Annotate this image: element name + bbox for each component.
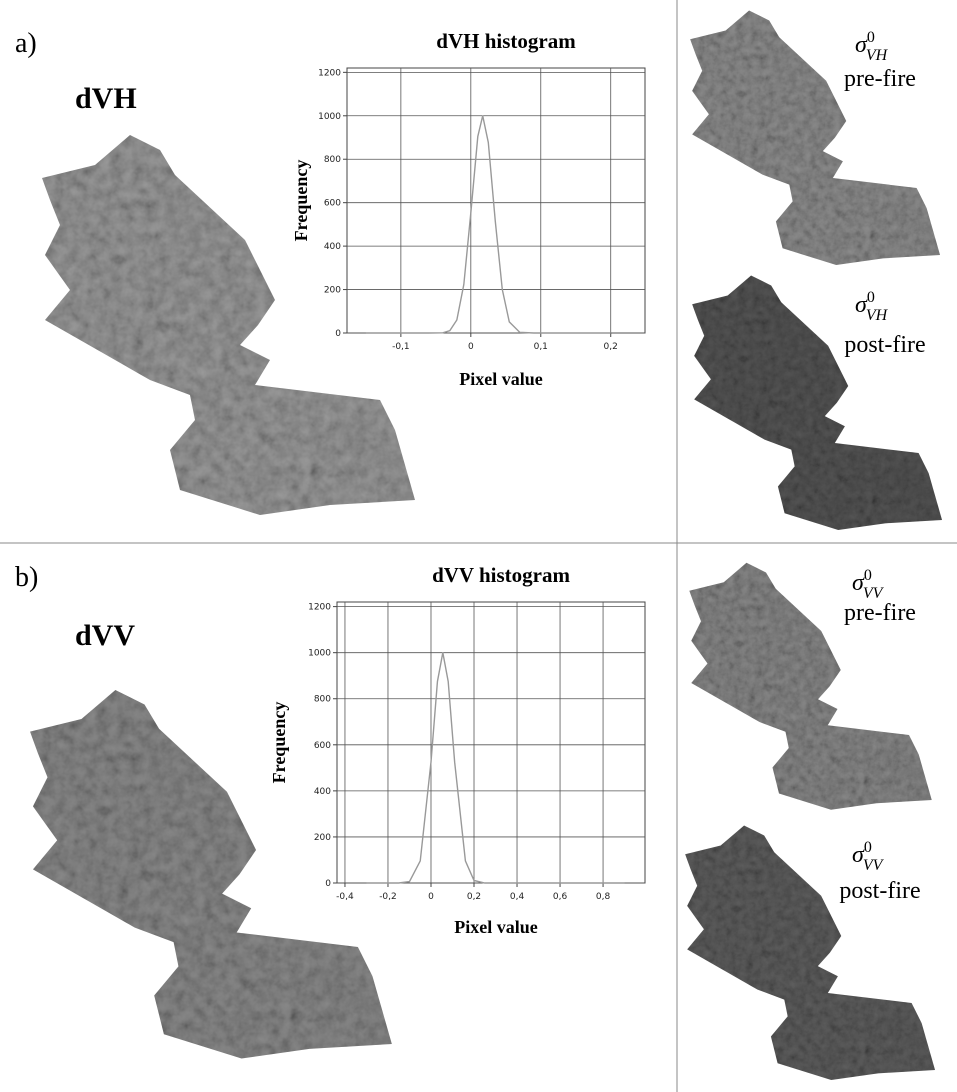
y-tick-label: 1200 <box>318 68 341 78</box>
x-tick-label: 0 <box>428 892 434 902</box>
superscript: 0 <box>867 289 875 306</box>
chart-title: dVH histogram <box>436 29 576 53</box>
y-tick-label: 800 <box>314 695 331 705</box>
y-tick-label: 1000 <box>308 649 331 659</box>
superscript: 0 <box>864 839 872 856</box>
y-tick-label: 1200 <box>308 603 331 613</box>
y-tick-label: 0 <box>335 329 341 339</box>
panel-label: a) <box>15 28 37 59</box>
y-axis-label: Frequency <box>269 702 289 784</box>
y-tick-label: 400 <box>314 787 331 797</box>
histogram-line <box>366 652 625 884</box>
panel-label: b) <box>15 562 38 593</box>
x-tick-label: -0,2 <box>379 892 397 902</box>
image-caption: pre-fire <box>844 66 916 92</box>
subscript: VH <box>866 307 889 324</box>
sigma-label: σ0 VV <box>852 567 885 602</box>
symbol: σ <box>855 292 868 318</box>
x-axis-label: Pixel value <box>459 369 543 389</box>
image-caption: pre-fire <box>844 600 916 626</box>
superscript: 0 <box>867 29 875 46</box>
symbol: σ <box>855 32 868 58</box>
x-tick-label: -0,1 <box>392 342 410 352</box>
chart-title: dVV histogram <box>432 563 570 587</box>
x-tick-label: 0,1 <box>534 342 548 352</box>
sigma-label: σ0 VH <box>855 29 889 64</box>
symbol: σ <box>852 570 865 596</box>
x-tick-label: 0,2 <box>604 342 618 352</box>
x-tick-label: 0,6 <box>553 892 568 902</box>
plot-area <box>336 601 646 884</box>
x-tick-label: 0,8 <box>596 892 611 902</box>
superscript: 0 <box>864 567 872 584</box>
y-tick-label: 200 <box>324 286 341 296</box>
image-caption: post-fire <box>839 878 920 904</box>
y-tick-label: 600 <box>314 741 331 751</box>
sigma-label: σ0 VV <box>852 839 885 874</box>
x-axis-label: Pixel value <box>454 917 538 937</box>
histogram-line <box>365 115 611 334</box>
y-tick-label: 200 <box>314 833 331 843</box>
y-tick-label: 0 <box>325 879 331 889</box>
subscript: VV <box>863 857 885 874</box>
image-caption: post-fire <box>844 332 925 358</box>
x-tick-label: -0,4 <box>336 892 354 902</box>
map-title: dVV <box>75 619 135 652</box>
x-tick-label: 0,4 <box>510 892 525 902</box>
plot-area <box>346 67 646 334</box>
x-tick-label: 0,2 <box>467 892 481 902</box>
y-axis-label: Frequency <box>291 160 311 242</box>
map-title: dVH <box>75 82 137 115</box>
y-tick-label: 800 <box>324 155 341 165</box>
symbol: σ <box>852 842 865 868</box>
y-tick-label: 400 <box>324 242 341 252</box>
subscript: VH <box>866 47 889 64</box>
x-tick-label: 0 <box>468 342 474 352</box>
y-tick-label: 600 <box>324 199 341 209</box>
subscript: VV <box>863 585 885 602</box>
y-tick-label: 1000 <box>318 112 341 122</box>
sigma-label: σ0 VH <box>855 289 889 324</box>
